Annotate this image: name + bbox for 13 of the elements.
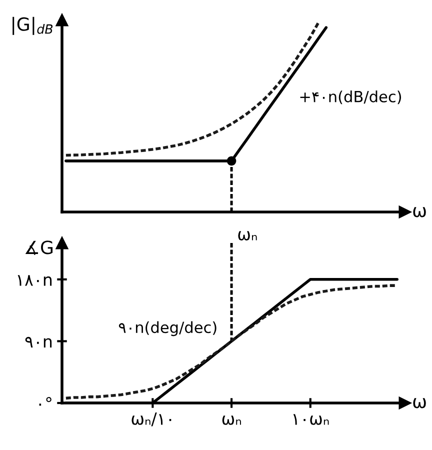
y-tick-label: ۰° — [39, 396, 52, 406]
annotation: +۴۰n(dB/dec) — [300, 90, 401, 104]
y-tick-label: ۹۰n — [25, 336, 52, 348]
x-tick-label: ωₙ/۱۰ — [132, 412, 172, 426]
x-tick-label: ۱۰ωₙ — [293, 414, 329, 425]
x-tick-label: ωₙ — [222, 416, 241, 425]
x-axis-title: ω — [413, 398, 426, 408]
y-axis-title: |G|$_{dB}$ — [12, 16, 53, 35]
y-tick-label: ۱۸۰n — [18, 275, 52, 286]
x-axis-title: ω — [413, 207, 426, 218]
y-axis-title: ∡G — [25, 240, 53, 255]
ref-line-label: ωₙ — [238, 231, 257, 240]
annotation: ۹۰n(deg/dec) — [118, 321, 216, 336]
